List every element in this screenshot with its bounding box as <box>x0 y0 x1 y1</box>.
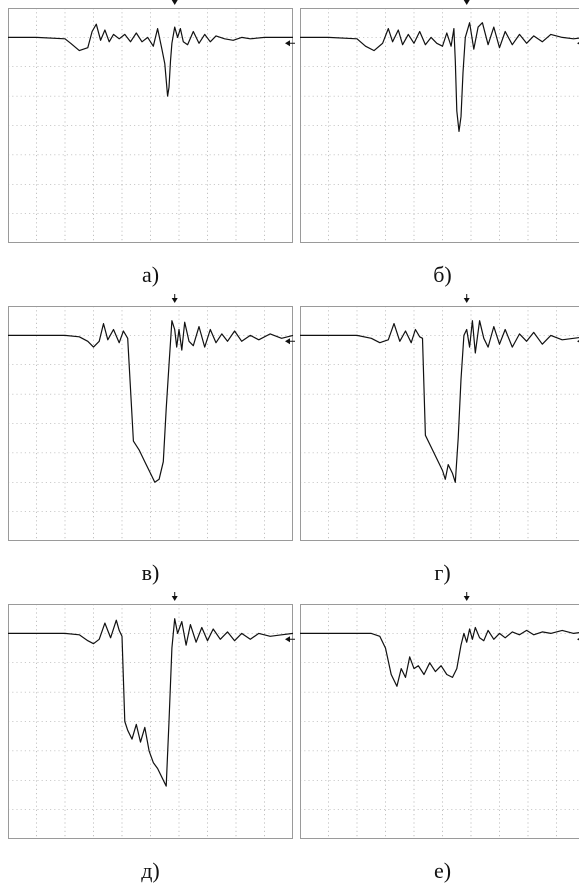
oscillogram-plot <box>300 8 579 248</box>
signal-trace <box>8 24 293 96</box>
oscillogram-plot <box>300 306 579 546</box>
oscillogram-panel: в) <box>8 306 293 591</box>
oscillogram-panel: б) <box>300 8 579 293</box>
oscillogram-panel: а) <box>8 8 293 293</box>
panel-caption: е) <box>300 858 579 884</box>
oscillogram-panel: г) <box>300 306 579 591</box>
oscillogram-plot <box>300 604 579 844</box>
panel-caption: а) <box>8 262 293 288</box>
oscillogram-panel: е) <box>300 604 579 889</box>
panel-caption: в) <box>8 560 293 586</box>
oscillogram-plot <box>8 8 293 248</box>
signal-trace <box>300 23 579 132</box>
signal-trace <box>300 321 579 483</box>
oscillogram-plot <box>8 604 293 844</box>
oscillogram-plot <box>8 306 293 546</box>
panel-caption: б) <box>300 262 579 288</box>
signal-trace <box>8 619 293 786</box>
signal-trace <box>300 628 579 687</box>
panel-caption: г) <box>300 560 579 586</box>
oscillogram-panel: д) <box>8 604 293 889</box>
panel-caption: д) <box>8 858 293 884</box>
